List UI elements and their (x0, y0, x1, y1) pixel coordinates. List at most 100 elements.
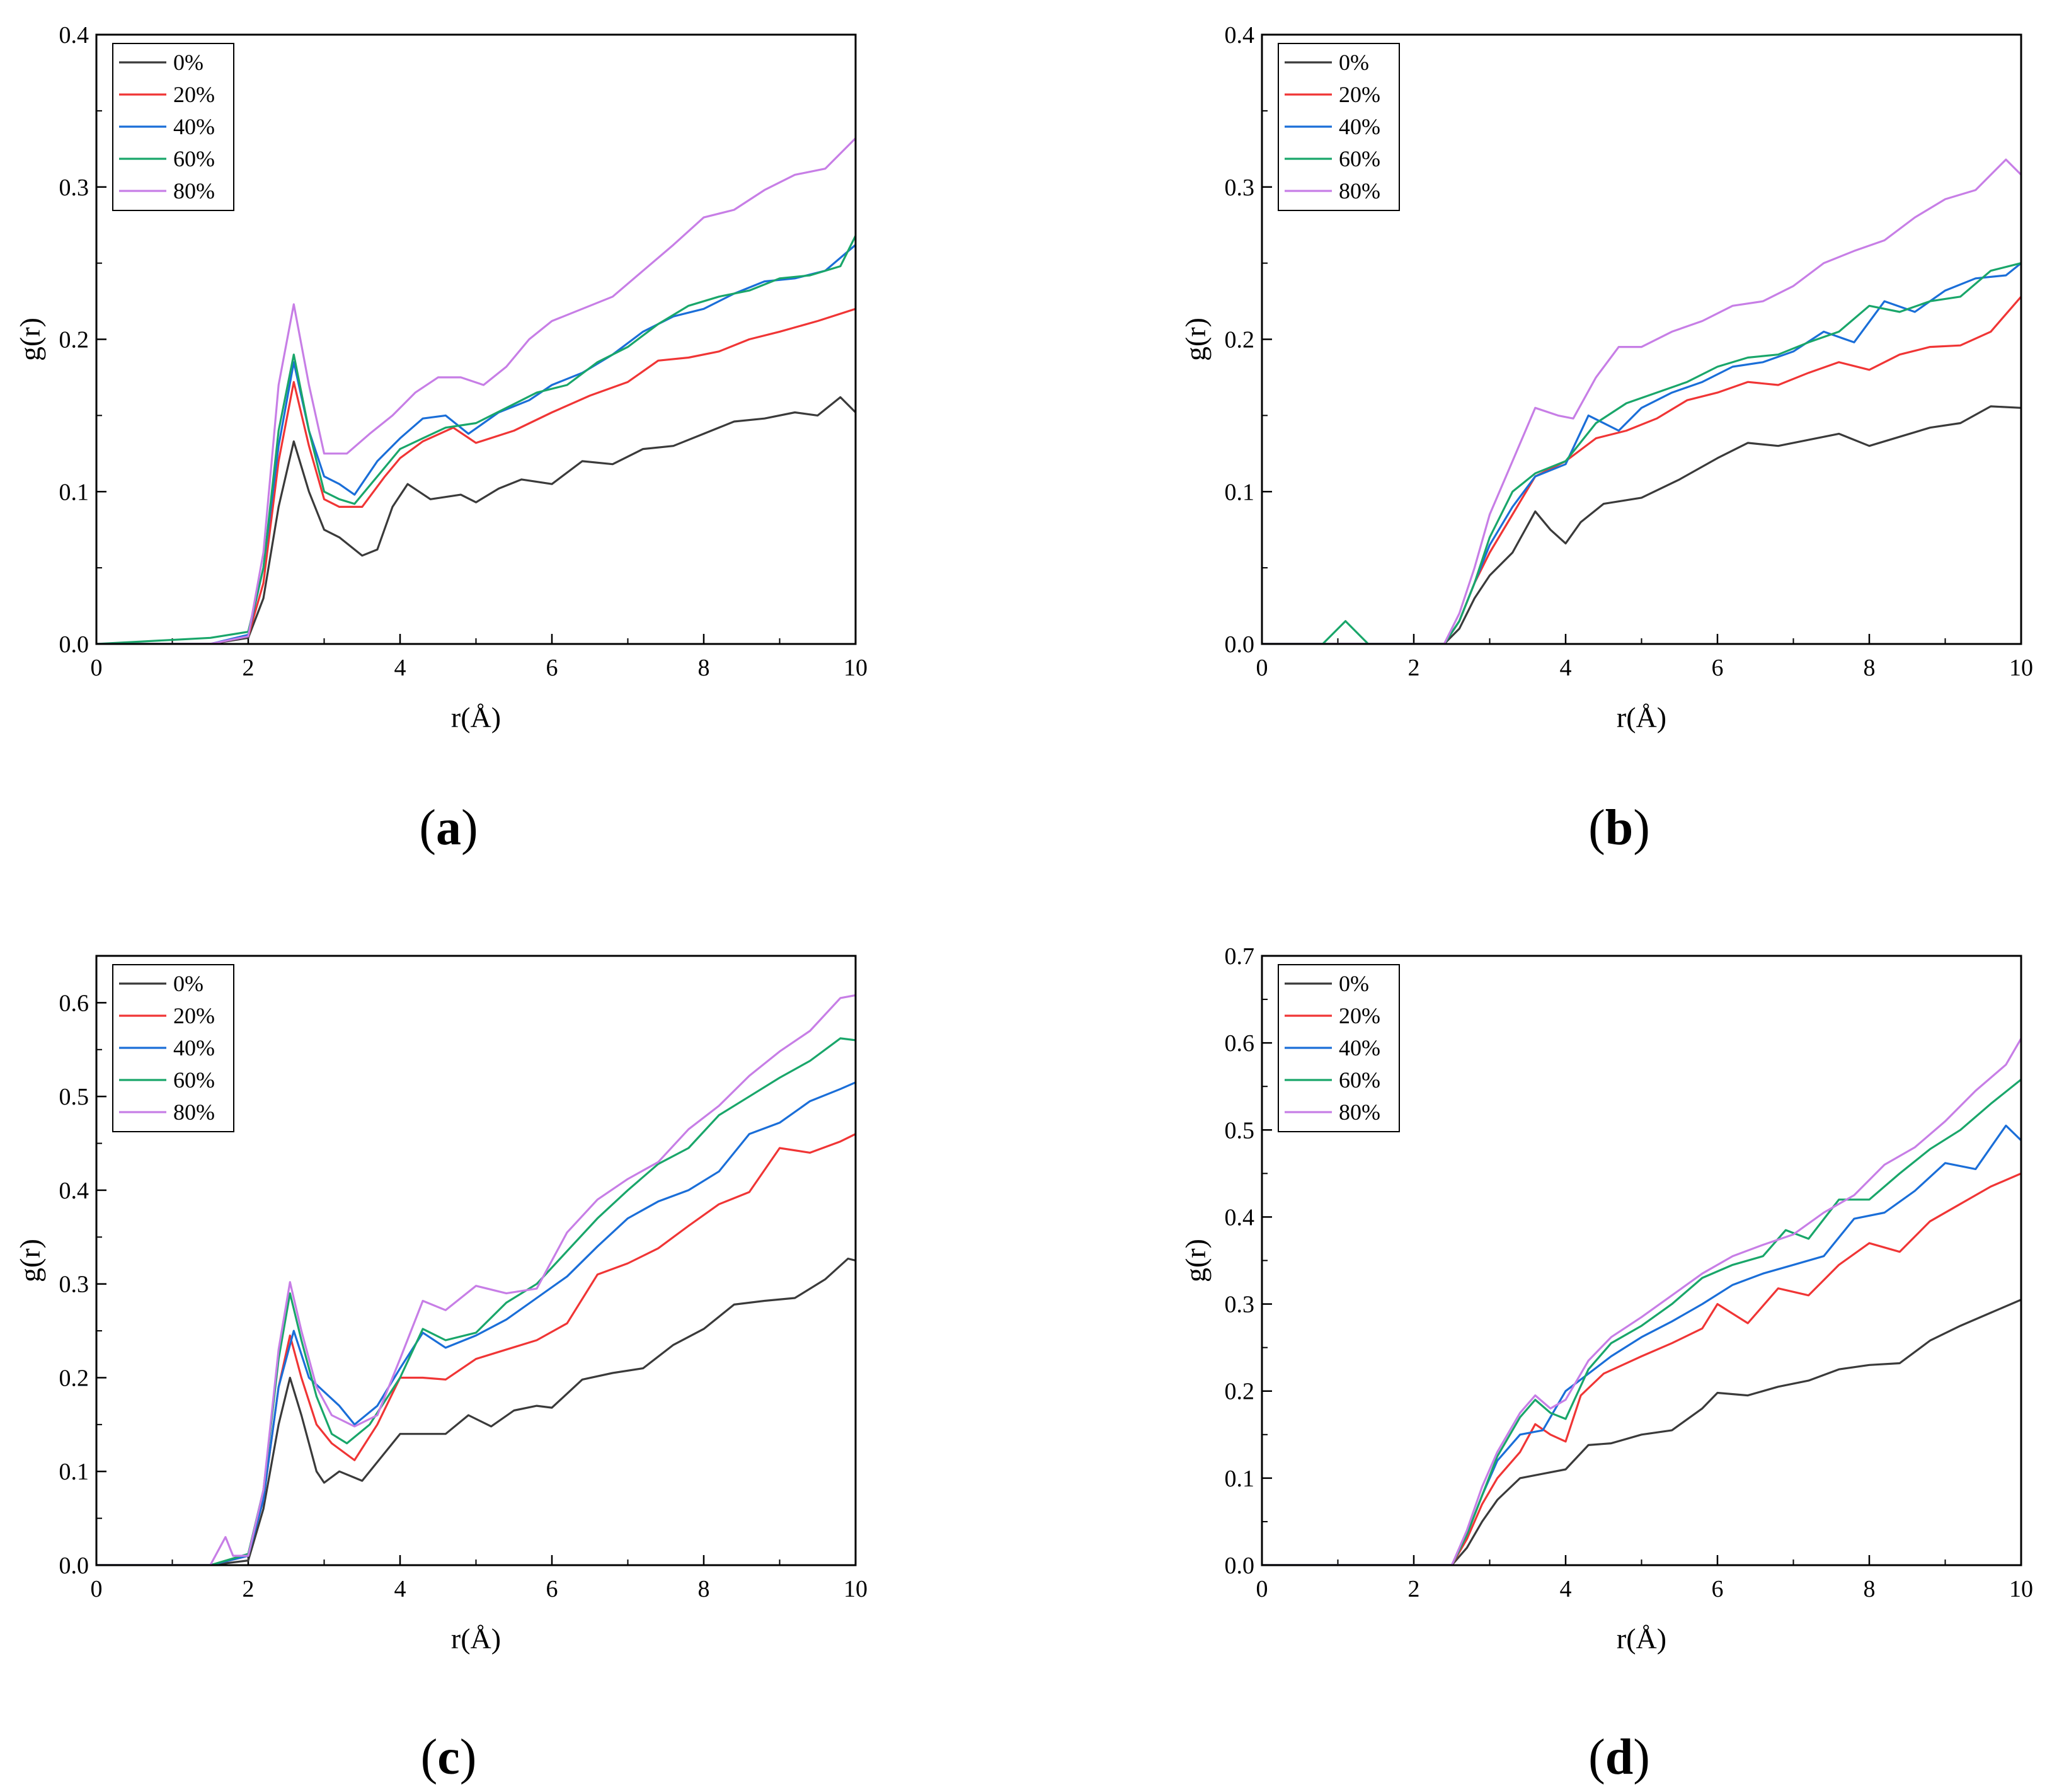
legend-label-60pct: 60% (173, 146, 215, 171)
chart-panel-b: 0 2 4 6 8 10 0.0 0.1 0.2 0.3 0.4 r(Å) g(r) 0% 20% 40% 60… (1179, 22, 2033, 856)
legend-label-80pct: 80% (173, 178, 215, 204)
caption-open-paren: ( (421, 1730, 438, 1785)
series-group (1262, 1038, 2021, 1565)
x-tick-label: 10 (2009, 1576, 2033, 1602)
series-line-40pct (96, 1081, 856, 1565)
chart-panel-c: 0 2 4 6 8 10 0.0 0.1 0.2 0.3 0.4 0.5 0.6 r(Å) g(r) 0% 20… (14, 955, 868, 1785)
y-tick-label: 0.0 (59, 631, 89, 658)
y-tick-label: 0.6 (59, 990, 89, 1016)
legend: 0% 20% 40% 60% 80% (1278, 964, 1400, 1132)
caption-close-paren: ) (1633, 800, 1650, 856)
x-axis-title: r(Å) (1617, 701, 1666, 733)
x-tick-label: 8 (1864, 655, 1876, 681)
series-line-40pct (1262, 262, 2021, 644)
x-tick-label: 2 (1408, 1576, 1420, 1602)
panel-caption: (d) (1588, 1730, 1650, 1785)
legend-label-60pct: 60% (173, 1067, 215, 1093)
y-tick-label: 0.2 (1225, 327, 1255, 353)
y-tick-label: 0.4 (59, 22, 89, 49)
y-tick-label: 0.4 (1225, 22, 1255, 49)
plot-frame (1261, 33, 2022, 645)
legend-label-80pct: 80% (1339, 1100, 1380, 1125)
x-tick-label: 8 (698, 655, 710, 681)
x-tick-label: 10 (844, 655, 868, 681)
y-tick-label: 0.3 (59, 175, 89, 201)
series-line-0pct (1262, 1299, 2021, 1565)
series-line-60pct (96, 235, 856, 644)
x-tick-label: 6 (546, 1576, 558, 1602)
legend-label-0pct: 0% (1339, 50, 1369, 75)
x-tick-label: 6 (546, 655, 558, 681)
series-line-40pct (1262, 1124, 2021, 1565)
panels: 0 2 4 6 8 100.00.10.20.30.4r(Å)g(r)0%20%40%60… (14, 22, 2033, 1785)
x-tick-label: 2 (243, 1576, 255, 1602)
series-line-60pct (1262, 1078, 2021, 1565)
legend-label-80pct: 80% (1339, 178, 1380, 204)
x-tick-label: 0 (1256, 655, 1268, 681)
legend: 0% 20% 40% 60% 80% (112, 964, 234, 1132)
legend-label-80pct: 80% (173, 1100, 215, 1125)
caption-close-paren: ) (460, 1730, 477, 1785)
legend-label-20pct: 20% (173, 1003, 215, 1028)
panel-caption: (b) (1588, 800, 1650, 856)
x-tick-label: 8 (698, 1576, 710, 1602)
series-line-60pct (96, 1037, 856, 1565)
y-tick-label: 0.2 (1225, 1379, 1255, 1405)
y-tick-label: 0.4 (1225, 1204, 1255, 1231)
y-tick-label: 0.3 (59, 1272, 89, 1298)
caption-open-paren: ( (419, 800, 436, 856)
x-tick-label: 10 (2009, 655, 2033, 681)
y-tick-label: 0.0 (59, 1553, 89, 1579)
chart-panel-a: 0 2 4 6 8 10 0.0 0.1 0.2 0.3 0.4 r(Å) g(r) 0% 20% 40% 60… (14, 22, 868, 856)
series-line-40pct (96, 244, 856, 644)
y-tick-label: 0.3 (1225, 1292, 1255, 1318)
x-tick-label: 0 (91, 1576, 103, 1602)
x-tick-label: 6 (1712, 655, 1724, 681)
y-tick-label: 0.4 (59, 1178, 89, 1204)
y-tick-label: 0.0 (1225, 1553, 1255, 1579)
series-group (96, 137, 856, 644)
plot-frame (95, 955, 857, 1566)
y-tick-label: 0.5 (59, 1084, 89, 1110)
x-tick-label: 6 (1712, 1576, 1724, 1602)
x-tick-label: 2 (243, 655, 255, 681)
series-line-20pct (96, 1133, 856, 1565)
x-tick-label: 0 (1256, 1576, 1268, 1602)
caption-open-paren: ( (1588, 800, 1605, 856)
y-tick-label: 0.1 (59, 479, 89, 505)
legend-label-0pct: 0% (1339, 971, 1369, 996)
y-tick-label: 0.2 (59, 1365, 89, 1391)
y-axis-title: g(r) (1179, 318, 1212, 361)
chart-panel-d: 0 2 4 6 8 10 0.0 0.1 0.2 0.3 0.4 0.5 0.6 0.7 r(Å) g(r) 0… (1179, 943, 2033, 1785)
y-tick-label: 0.1 (59, 1459, 89, 1485)
legend-label-40pct: 40% (1339, 114, 1380, 139)
x-axis-title: r(Å) (451, 701, 501, 733)
legend: 0% 20% 40% 60% 80% (112, 43, 234, 211)
legend-label-20pct: 20% (173, 82, 215, 107)
x-tick-label: 0 (91, 655, 103, 681)
series-line-80pct (96, 137, 856, 644)
caption-letter: d (1605, 1730, 1634, 1785)
panel-caption: (c) (421, 1730, 477, 1785)
legend-label-60pct: 60% (1339, 1067, 1380, 1093)
y-tick-label: 0.1 (1225, 1466, 1255, 1492)
series-group (1262, 158, 2021, 644)
series-line-0pct (96, 1257, 856, 1565)
series-line-80pct (96, 994, 856, 1565)
legend: 0% 20% 40% 60% 80% (1278, 43, 1400, 211)
x-tick-label: 4 (1560, 1576, 1572, 1602)
x-tick-label: 8 (1864, 1576, 1876, 1602)
x-tick-label: 4 (394, 655, 406, 681)
series-line-20pct (96, 307, 856, 644)
caption-close-paren: ) (461, 800, 478, 856)
panel-caption: (a) (419, 800, 478, 856)
x-tick-label: 2 (1408, 655, 1420, 681)
series-line-80pct (1262, 1038, 2021, 1565)
series-line-0pct (1262, 405, 2021, 644)
y-axis-title: g(r) (14, 1239, 46, 1282)
caption-letter: b (1605, 800, 1634, 856)
series-group (96, 994, 856, 1565)
legend-label-40pct: 40% (173, 1035, 215, 1060)
y-tick-label: 0.0 (1225, 631, 1255, 658)
